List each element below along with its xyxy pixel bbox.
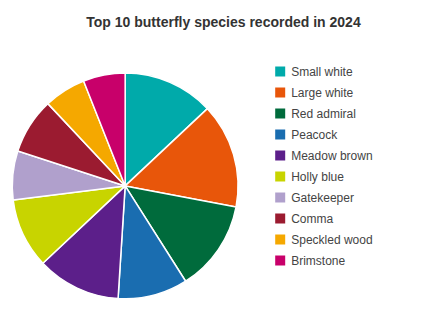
svg-text:Holly blue: Holly blue (291, 170, 344, 184)
svg-text:Brimstone: Brimstone (291, 254, 345, 268)
svg-text:Speckled wood: Speckled wood (291, 233, 372, 247)
svg-text:Top 10 butterfly species recor: Top 10 butterfly species recorded in 202… (86, 14, 361, 30)
svg-text:Large white: Large white (291, 86, 353, 100)
svg-text:Peacock: Peacock (291, 128, 338, 142)
svg-text:Red admiral: Red admiral (291, 107, 356, 121)
svg-text:Comma: Comma (291, 212, 333, 226)
svg-text:Small white: Small white (291, 65, 353, 79)
svg-text:Meadow brown: Meadow brown (291, 149, 372, 163)
svg-text:Gatekeeper: Gatekeeper (291, 191, 354, 205)
